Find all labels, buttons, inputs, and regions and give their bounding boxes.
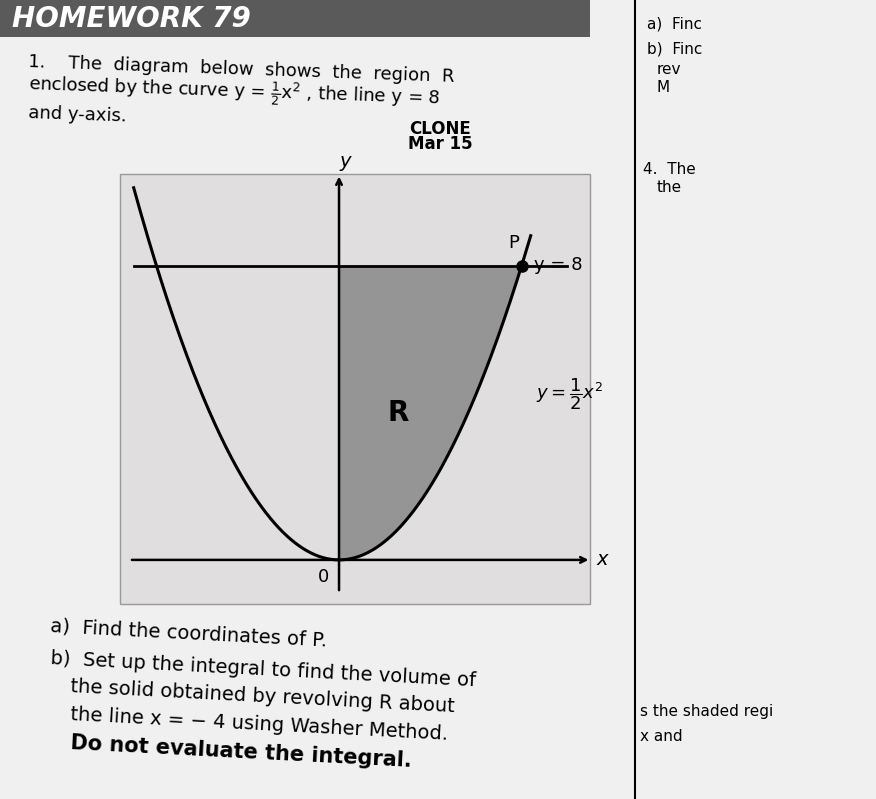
Text: P: P (508, 234, 519, 252)
Text: M: M (657, 79, 670, 94)
Text: Mar 15: Mar 15 (407, 135, 472, 153)
Polygon shape (339, 266, 521, 560)
Text: b)  Finc: b) Finc (647, 42, 703, 57)
Text: Do not evaluate the integral.: Do not evaluate the integral. (70, 733, 413, 771)
Text: and y-axis.: and y-axis. (28, 105, 127, 125)
Text: rev: rev (657, 62, 682, 77)
Text: 1.    The  diagram  below  shows  the  region  R: 1. The diagram below shows the region R (28, 53, 455, 85)
Text: x: x (597, 551, 608, 570)
Text: b)  Set up the integral to find the volume of: b) Set up the integral to find the volum… (50, 649, 477, 690)
Text: 0: 0 (318, 568, 329, 586)
FancyBboxPatch shape (120, 174, 590, 604)
Text: $y = \dfrac{1}{2}x^2$: $y = \dfrac{1}{2}x^2$ (536, 376, 603, 412)
Text: R: R (388, 399, 409, 427)
Text: 4.  The: 4. The (643, 161, 696, 177)
Text: a)  Find the coordinates of P.: a) Find the coordinates of P. (50, 617, 328, 650)
Text: y: y (339, 152, 350, 171)
Text: enclosed by the curve y = $\frac{1}{2}$x$^2$ , the line y = 8: enclosed by the curve y = $\frac{1}{2}$x… (28, 71, 441, 113)
Text: HOMEWORK 79: HOMEWORK 79 (12, 5, 251, 33)
Text: the solid obtained by revolving R about: the solid obtained by revolving R about (70, 677, 456, 716)
Text: x and: x and (640, 729, 682, 744)
Text: y = 8: y = 8 (533, 256, 582, 274)
Text: s the shaded regi: s the shaded regi (640, 704, 774, 719)
Text: the line x = − 4 using Washer Method.: the line x = − 4 using Washer Method. (70, 705, 449, 744)
Text: a)  Finc: a) Finc (647, 17, 702, 31)
Text: CLONE: CLONE (409, 120, 471, 138)
Text: the: the (657, 180, 682, 194)
FancyBboxPatch shape (0, 0, 590, 37)
